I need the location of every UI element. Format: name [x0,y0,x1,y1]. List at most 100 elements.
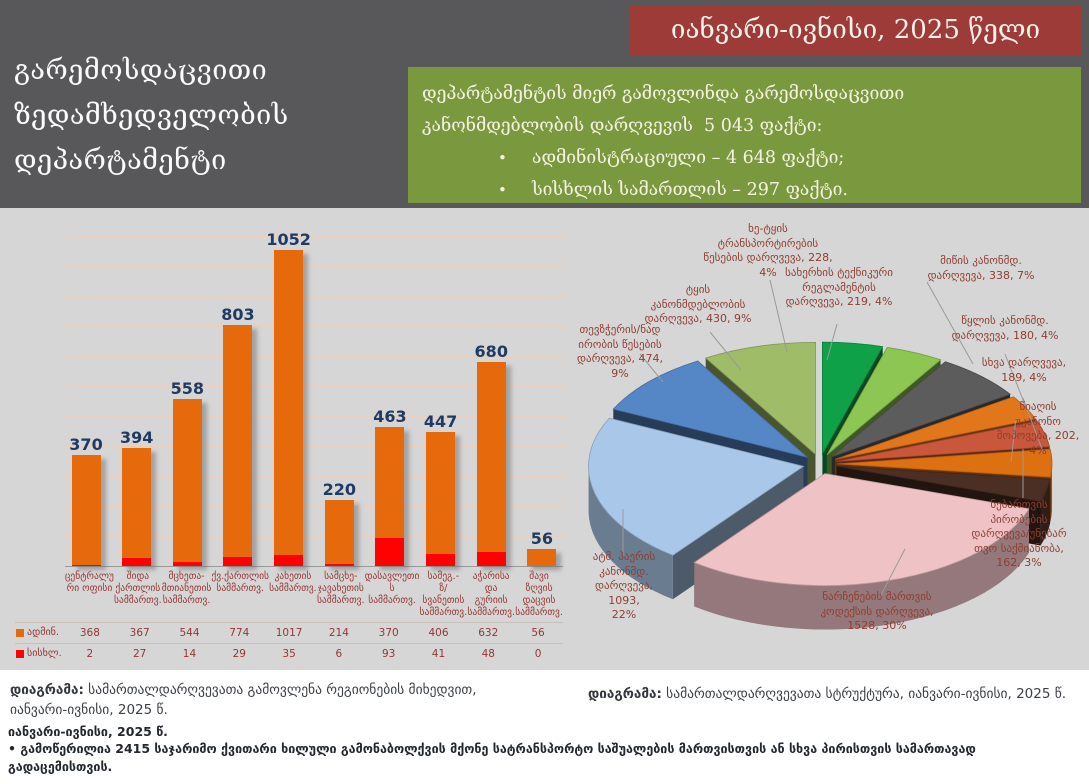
bar-category-label: შიდა ქართლის სამმართვ. [114,571,162,606]
pie-slice [826,346,942,456]
series-name: ადმინ. [27,627,60,638]
table-cell: 14 [182,647,197,660]
period-banner: იანვარი-ივნისი, 2025 წელი [630,5,1081,56]
pie-label: თევზჭერის/ნად ირობის წესების დარღვევა, 4… [577,323,663,380]
bullet-icon: • [498,149,507,167]
table-row: სისხლ. 2 27 14 29 35 6 93 41 48 0 [15,642,563,664]
table-cells: 368 367 544 774 1017 214 370 406 632 56 [65,627,563,639]
bar-chart-caption-text: სამართალდარღვევათა გამოვლენა რეგიონების … [10,682,477,719]
pie-label: ნარჩენების მართვის კოდექსის დარღვევა, 15… [820,590,934,633]
bar-segment-administrative [71,455,101,565]
pie-slice [822,341,884,456]
bar-segment-criminal [172,562,202,566]
pie-slice-rim [588,469,673,600]
pie-leader-line [1010,417,1017,463]
pie-leader-line [879,548,906,598]
bar-category-label: ქვ.ქართლის სამმართვ. [211,571,269,594]
bar-column: 370 [69,435,103,566]
series-legend: სისხლ. [15,648,65,659]
table-cell: 774 [229,626,250,639]
pie-slice-rim [694,508,1029,630]
page-title: გარემოსდაცვითი ზედამხედველობის დეპარტამე… [14,55,289,176]
pie-slice [831,361,1011,458]
bar-segment-administrative [172,399,202,562]
bar-segment-criminal [274,555,304,566]
bar-chart-category-axis: ცენტრალუ რი ოფისი შიდა ქართლის სამმართვ. მ… [65,567,563,622]
bar-segment-administrative [223,325,253,557]
table-cells: 2 27 14 29 35 6 93 41 48 0 [65,648,563,660]
table-cell: 35 [282,647,296,660]
bar-category-label: აჭარისა და გურიის სამმართვ. [467,571,516,618]
pie-label: სხვა დარღვევა, 189, 4% [981,356,1067,384]
bar-segment-administrative [527,549,557,566]
bar-segment-administrative [426,432,456,554]
summary-box: დეპარტამენტის მიერ გამოვლინდა გარემოსდაც… [408,67,1081,203]
charts-area: 370 394 558 803 1052 220 463 447 680 56 ცენტრალუ … [0,208,1089,670]
pie-leader-line [639,353,664,383]
pie-label: ნებართვის პირობების დარღვევა/უნებარ თვო … [971,498,1067,570]
bar [426,432,456,566]
pie-leader-line [1004,353,1028,411]
bar-column: 1052 [266,230,311,566]
series-legend: ადმინ. [15,627,65,638]
bar-segment-criminal [122,558,152,566]
bar-value-label: 680 [474,342,508,361]
table-cell: 632 [478,626,499,639]
bar-value-label: 370 [69,435,103,454]
header-band: გარემოსდაცვითი ზედამხედველობის დეპარტამე… [0,0,1089,208]
table-row: ადმინ. 368 367 544 774 1017 214 370 406 632 56 [15,621,563,643]
table-cell: 214 [328,626,349,639]
table-cell: 6 [335,647,343,660]
pie-label: ტყის კანონმდებლობის დარღვევა, 430, 9% [644,283,752,326]
table-cell: 27 [133,647,147,660]
bar-segment-administrative [324,500,354,564]
bar [375,427,405,566]
bar-column: 803 [221,305,255,566]
bar-segment-criminal [476,552,506,566]
pie-leader-line [709,331,742,371]
table-cell: 406 [428,626,449,639]
bar-value-label: 394 [119,428,154,447]
bar-category-label: კახეთის სამმართვ. [269,571,317,594]
bar-value-label: 1052 [266,230,311,249]
bar-segment-criminal [223,557,253,566]
bar-category-label: ცენტრალუ რი ოფისი [65,571,114,594]
bar-column: 558 [171,379,204,566]
pie-leader-line [1022,397,1044,453]
bar-segment-criminal [324,564,354,566]
pie-leader-line [826,323,838,361]
pie-label: წიაღის უკანონო მოპოვება, 202, 4% [996,400,1080,457]
bar-category-label: დასავლეთი ს სამმართვ. [364,571,420,606]
bar [223,325,253,566]
bar [122,448,152,566]
pie-chart-caption-text: სამართალდარღვევათა სტრუქტურა, იანვარი-ივ… [661,686,1066,702]
pie-slice [836,420,1051,462]
summary-bullet-criminal-text: სისხლის სამართლის – 297 ფაქტი. [532,180,848,200]
table-cell: 367 [129,626,150,639]
pie-slice [612,360,808,458]
pie-label: ატმ. ჰაერის კანონმდ. დარღვევა, 1093, 22% [592,550,656,622]
pie-slice-rim [1040,479,1051,546]
bar [71,455,101,566]
table-cell: 544 [179,626,200,639]
bar-segment-criminal [375,538,405,566]
footer-period-heading: იანვარი-ივნისი, 2025 წ. [8,724,168,739]
table-cell: 368 [79,626,100,639]
bar-segment-administrative [375,427,405,538]
legend-swatch-icon [16,628,24,637]
summary-line-2: კანონმდებლობის დარღვევის 5 043 ფაქტი: [422,116,823,136]
bar-value-label: 220 [322,480,356,499]
pie-slice [704,341,816,456]
bar-value-label: 803 [221,305,255,324]
pie-label: მიწის კანონმდ. დარღვევა, 338, 7% [927,254,1035,282]
pie-slice [836,448,1053,478]
bar-column: 394 [119,428,154,566]
period-banner-text: იანვარი-ივნისი, 2025 წელი [670,15,1041,45]
pie-slice [836,465,1051,502]
bar-category-label: სამეგ.- ზ/სვანეთის სამმართვ. [419,571,468,618]
table-cell: 370 [378,626,399,639]
caption-prefix: დიაგრამა: [10,682,84,698]
bar [527,549,557,566]
bar [274,250,304,566]
bar-chart-data-table: ადმინ. 368 367 544 774 1017 214 370 406 632 56 სისხ… [15,621,563,664]
